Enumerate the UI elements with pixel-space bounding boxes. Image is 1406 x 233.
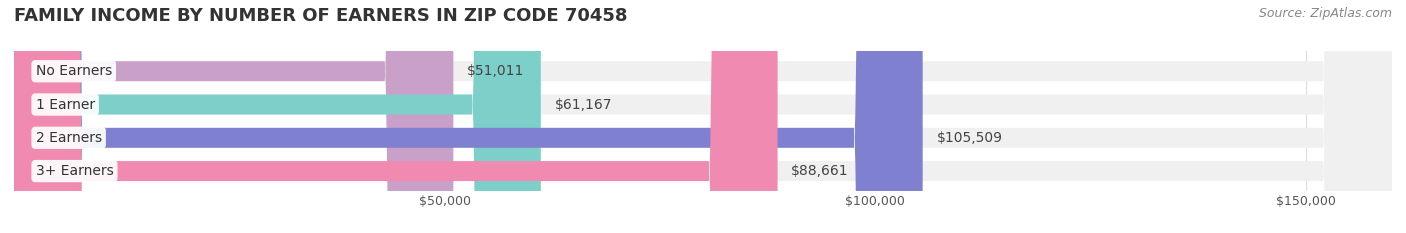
Text: 3+ Earners: 3+ Earners xyxy=(35,164,114,178)
Text: FAMILY INCOME BY NUMBER OF EARNERS IN ZIP CODE 70458: FAMILY INCOME BY NUMBER OF EARNERS IN ZI… xyxy=(14,7,627,25)
FancyBboxPatch shape xyxy=(14,0,541,233)
Text: No Earners: No Earners xyxy=(35,64,112,78)
Text: $51,011: $51,011 xyxy=(467,64,524,78)
Text: Source: ZipAtlas.com: Source: ZipAtlas.com xyxy=(1258,7,1392,20)
Text: $88,661: $88,661 xyxy=(792,164,849,178)
FancyBboxPatch shape xyxy=(14,0,1392,233)
Text: $105,509: $105,509 xyxy=(936,131,1002,145)
Text: 2 Earners: 2 Earners xyxy=(35,131,101,145)
FancyBboxPatch shape xyxy=(14,0,778,233)
FancyBboxPatch shape xyxy=(14,0,1392,233)
FancyBboxPatch shape xyxy=(14,0,453,233)
FancyBboxPatch shape xyxy=(14,0,922,233)
Text: 1 Earner: 1 Earner xyxy=(35,98,94,112)
FancyBboxPatch shape xyxy=(14,0,1392,233)
FancyBboxPatch shape xyxy=(14,0,1392,233)
Text: $61,167: $61,167 xyxy=(554,98,612,112)
